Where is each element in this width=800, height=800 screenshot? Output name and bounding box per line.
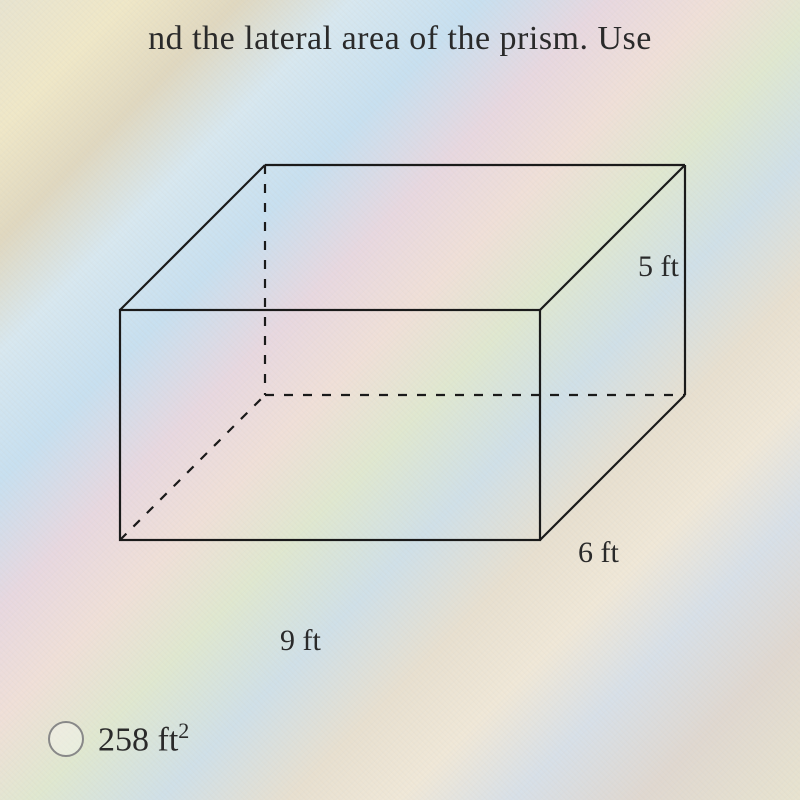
prism-diagram — [80, 120, 720, 590]
radio-icon[interactable] — [48, 721, 84, 757]
prism-top-right-edge — [540, 165, 685, 310]
prism-svg — [80, 120, 720, 590]
dimension-length-label: 9 ft — [280, 624, 321, 658]
answer-option-label: 258 ft2 — [98, 718, 189, 759]
dimension-width-label: 6 ft — [578, 536, 619, 570]
dimension-height-label: 5 ft — [638, 250, 679, 284]
prism-front-face — [120, 310, 540, 540]
answer-exponent: 2 — [178, 718, 189, 743]
answer-option-a[interactable]: 258 ft2 — [48, 718, 189, 759]
prism-hidden-bottom-left — [120, 395, 265, 540]
answer-value: 258 ft — [98, 721, 178, 758]
question-text: nd the lateral area of the prism. Use — [0, 20, 800, 58]
prism-top-left-edge — [120, 165, 265, 310]
prism-bottom-right-edge — [540, 395, 685, 540]
